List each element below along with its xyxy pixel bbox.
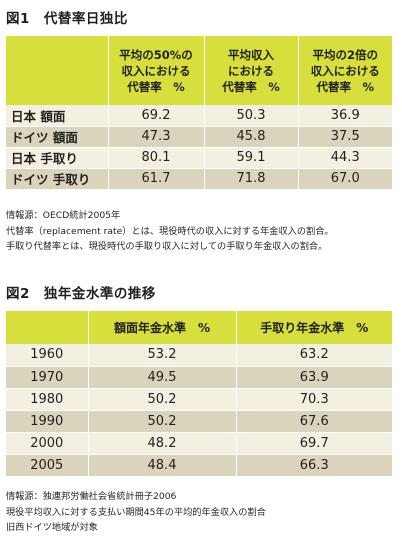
table-cell: 69.2 (108, 105, 205, 127)
table-cell: 48.4 (88, 454, 237, 477)
table-cell: 63.9 (236, 366, 392, 389)
note-line: 旧西ドイツ地域が対象 (6, 522, 98, 533)
table-cell: 67.0 (298, 168, 392, 190)
fig1-col-header-line: 平均収入 (228, 47, 274, 62)
fig2-col-header-gross: 額面年金水準 % (88, 311, 237, 344)
table-row: 2000 48.2 69.7 (6, 432, 392, 455)
fig2-header-row: 額面年金水準 % 手取り年金水準 % (6, 311, 392, 344)
fig2-notes: 情報源：独連邦労働社会省統計冊子2006 現役平均収入に対する支払い期間45年の… (6, 489, 266, 536)
fig1-col-header-avg: 平均収入 における 代替率 % (204, 36, 299, 105)
fig2-header-corner (6, 311, 89, 344)
year-cell: 1990 (6, 410, 89, 433)
fig1-header-corner (6, 36, 109, 105)
table-cell: 50.2 (88, 388, 237, 411)
note-line: 手取り代替率とは、現役時代の手取り収入に対しての手取り年金収入の割合。 (6, 241, 328, 252)
fig1-col-header-line: における (228, 63, 274, 78)
table-cell: 53.2 (88, 344, 237, 367)
table-cell: 70.3 (236, 388, 392, 411)
fig1-col-header-half: 平均の50%の 収入における 代替率 % (108, 36, 205, 105)
table-cell: 69.7 (236, 432, 392, 455)
note-line: 情報源：OECD統計2005年 (6, 210, 121, 221)
row-label: ドイツ 手取り (6, 168, 109, 190)
row-label: 日本 手取り (6, 147, 109, 169)
table-cell: 63.2 (236, 344, 392, 367)
table-cell: 44.3 (298, 147, 392, 169)
table-cell: 50.3 (204, 105, 299, 127)
fig1-col-header-line: 代替率 % (222, 79, 280, 94)
table-cell: 59.1 (204, 147, 299, 169)
table-cell: 50.2 (88, 410, 237, 433)
table-cell: 80.1 (108, 147, 205, 169)
table-cell: 36.9 (298, 105, 392, 127)
table-row: 1990 50.2 67.6 (6, 410, 392, 433)
fig1-title: 図1 代替率日独比 (6, 7, 128, 27)
year-cell: 1960 (6, 344, 89, 367)
year-cell: 1980 (6, 388, 89, 411)
table-cell: 47.3 (108, 126, 205, 148)
year-cell: 2005 (6, 454, 89, 477)
table-row: 1980 50.2 70.3 (6, 388, 392, 411)
fig2-title-text: 独年金水準の推移 (43, 286, 156, 302)
fig1-table: 平均の50%の 収入における 代替率 % 平均収入 における 代替率 % 平均の… (6, 36, 392, 190)
table-row: 1960 53.2 63.2 (6, 344, 392, 367)
table-cell: 48.2 (88, 432, 237, 455)
table-row: 日本 手取り 80.1 59.1 44.3 (6, 147, 392, 169)
table-row: 日本 額面 69.2 50.3 36.9 (6, 105, 392, 127)
fig1-col-header-line: 収入における (121, 63, 191, 78)
fig1-col-header-line: 平均の2倍の (312, 47, 378, 62)
table-cell: 66.3 (236, 454, 392, 477)
table-row: 1970 49.5 63.9 (6, 366, 392, 389)
table-cell: 49.5 (88, 366, 237, 389)
fig1-col-header-line: 代替率 % (127, 79, 185, 94)
fig1-header-row: 平均の50%の 収入における 代替率 % 平均収入 における 代替率 % 平均の… (6, 36, 392, 105)
note-line: 情報源：独連邦労働社会省統計冊子2006 (6, 491, 177, 502)
fig2-number: 図2 (6, 286, 30, 302)
table-cell: 71.8 (204, 168, 299, 190)
table-cell: 37.5 (298, 126, 392, 148)
table-row: ドイツ 手取り 61.7 71.8 67.0 (6, 168, 392, 190)
year-cell: 2000 (6, 432, 89, 455)
table-cell: 45.8 (204, 126, 299, 148)
table-row: 2005 48.4 66.3 (6, 454, 392, 477)
row-label: ドイツ 額面 (6, 126, 109, 148)
fig2-col-header-net: 手取り年金水準 % (236, 311, 392, 344)
year-cell: 1970 (6, 366, 89, 389)
note-line: 代替率（replacement rate）とは、現役時代の収入に対する年金収入の… (6, 225, 334, 237)
fig2-table: 額面年金水準 % 手取り年金水準 % 1960 53.2 63.2 1970 4… (6, 311, 392, 477)
fig1-title-text: 代替率日独比 (43, 11, 128, 27)
note-line: 現役平均収入に対する支払い期間45年の平均的年金収入の割合 (6, 506, 266, 518)
fig1-notes: 情報源：OECD統計2005年 代替率（replacement rate）とは、… (6, 208, 334, 255)
table-cell: 67.6 (236, 410, 392, 433)
fig1-col-header-line: 平均の50%の (119, 47, 193, 62)
table-row: ドイツ 額面 47.3 45.8 37.5 (6, 126, 392, 148)
table-cell: 61.7 (108, 168, 205, 190)
fig1-col-header-line: 収入における (310, 63, 380, 78)
fig1-col-header-line: 代替率 % (316, 79, 375, 94)
row-label: 日本 額面 (6, 105, 109, 127)
fig1-number: 図1 (6, 11, 30, 27)
fig1-col-header-double: 平均の2倍の 収入における 代替率 % (298, 36, 392, 105)
fig2-title: 図2 独年金水準の推移 (6, 282, 156, 302)
